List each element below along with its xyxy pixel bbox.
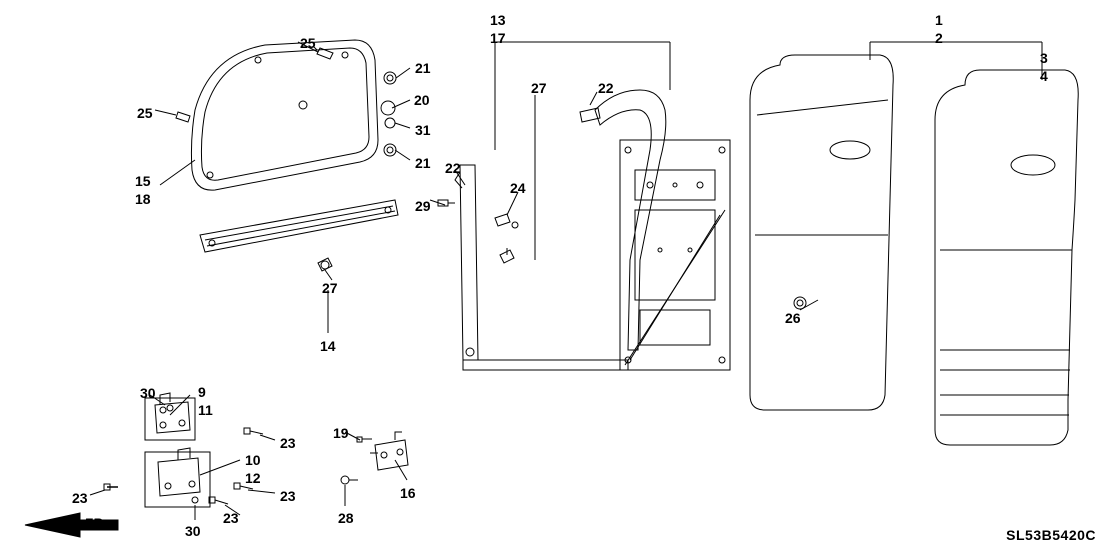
callout-9: 9: [198, 384, 206, 400]
clip-27: [318, 258, 332, 271]
callout-1: 1: [935, 12, 943, 28]
bolt-30-bottom: [192, 497, 198, 503]
front-indicator-label: FR.: [84, 515, 107, 531]
callout-2: 2: [935, 30, 943, 46]
outer-door-skin: [935, 70, 1078, 445]
callout-10: 10: [245, 452, 261, 468]
bolt-23-ur: [244, 428, 263, 434]
callout-22: 22: [598, 80, 614, 96]
callout-25: 25: [137, 105, 153, 121]
grommet-21b: [384, 144, 396, 156]
callout-14: 14: [320, 338, 336, 354]
callout-12: 12: [245, 470, 261, 486]
callout-4: 4: [1040, 68, 1048, 84]
lower-hinge: [145, 448, 210, 507]
door-inner-panel: [620, 140, 730, 370]
callout-23: 23: [280, 435, 296, 451]
callout-28: 28: [338, 510, 354, 526]
callout-21: 21: [415, 155, 431, 171]
bolt-28: [341, 476, 358, 484]
callout-17: 17: [490, 30, 506, 46]
callout-21: 21: [415, 60, 431, 76]
door-beam: [200, 200, 398, 252]
oring-31: [385, 118, 395, 128]
plug-24: [495, 214, 518, 263]
callout-13: 13: [490, 12, 506, 28]
callout-25: 25: [300, 35, 316, 51]
exploded-diagram: FR. SL53B5420C 1234910111213141516171819…: [0, 0, 1108, 553]
callout-27: 27: [322, 280, 338, 296]
callout-27: 27: [531, 80, 547, 96]
callout-23: 23: [280, 488, 296, 504]
callout-23: 23: [223, 510, 239, 526]
front-sash: [455, 165, 478, 360]
door-assembly: [750, 55, 893, 410]
weatherstrip: [191, 40, 378, 190]
callout-30: 30: [185, 523, 201, 539]
callout-16: 16: [400, 485, 416, 501]
callout-22: 22: [445, 160, 461, 176]
callout-15: 15: [135, 173, 151, 189]
callout-30: 30: [140, 385, 156, 401]
bolt-30-top: [167, 405, 173, 411]
grommet-21a: [384, 72, 396, 84]
door-checker: [370, 432, 408, 470]
bottom-channel: [463, 360, 628, 370]
screw-25b: [176, 112, 190, 122]
callout-18: 18: [135, 191, 151, 207]
diagram-code: SL53B5420C: [1006, 527, 1096, 543]
bolt-23-left: [104, 484, 118, 490]
callout-26: 26: [785, 310, 801, 326]
callout-31: 31: [415, 122, 431, 138]
callout-19: 19: [333, 425, 349, 441]
diagram-svg: [0, 0, 1108, 553]
callout-24: 24: [510, 180, 526, 196]
callout-20: 20: [414, 92, 430, 108]
callout-3: 3: [1040, 50, 1048, 66]
callout-11: 11: [198, 402, 213, 418]
callout-29: 29: [415, 198, 431, 214]
bolt-23-bl: [209, 497, 228, 504]
rear-sash: [580, 90, 666, 350]
callout-23: 23: [72, 490, 88, 506]
